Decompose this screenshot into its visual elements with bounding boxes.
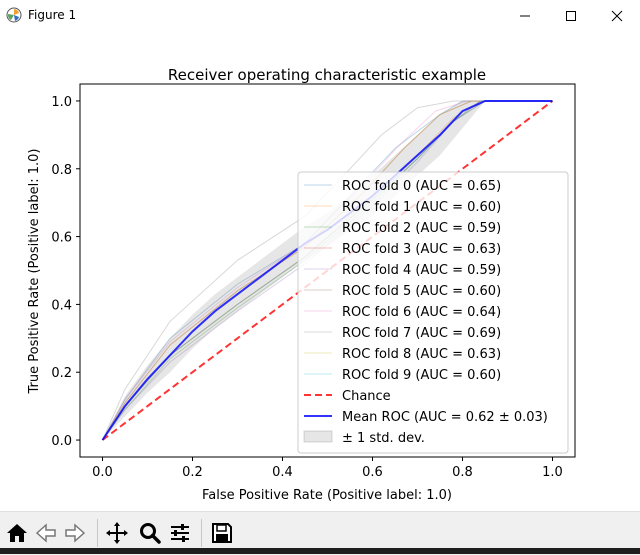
x-tick-label: 0.4 — [272, 465, 293, 480]
legend-entry-label: ROC fold 1 (AUC = 0.60) — [342, 200, 501, 215]
pan-button[interactable] — [103, 519, 131, 547]
legend-entry-label: ROC fold 9 (AUC = 0.60) — [342, 368, 501, 383]
toolbar-separator — [97, 519, 98, 547]
y-tick-label: 0.8 — [51, 163, 72, 178]
close-icon — [611, 10, 623, 21]
axes-frame — [79, 83, 576, 458]
legend-box — [297, 171, 569, 454]
y-tick-label: 0.0 — [51, 434, 72, 449]
toolbar-separator — [201, 519, 202, 547]
maximize-button[interactable] — [548, 0, 594, 31]
y-tick-label: 0.6 — [51, 231, 72, 246]
legend-entry-label: ROC fold 3 (AUC = 0.63) — [342, 242, 501, 257]
pan-icon — [106, 522, 128, 544]
configure-subplots-button[interactable] — [166, 519, 194, 547]
x-tick-label: 0.8 — [452, 465, 473, 480]
legend-entry-label: ROC fold 0 (AUC = 0.65) — [342, 179, 501, 194]
y-tick-label: 0.4 — [51, 298, 72, 313]
zoom-icon — [140, 523, 161, 544]
roc-chart: Receiver operating characteristic exampl… — [27, 66, 576, 503]
legend-entry-label: ROC fold 5 (AUC = 0.60) — [342, 284, 501, 299]
forward-button[interactable] — [61, 519, 89, 547]
y-tick-label: 1.0 — [51, 95, 72, 110]
y-axis-label: True Positive Rate (Positive label: 1.0) — [27, 149, 42, 395]
forward-icon — [65, 523, 86, 543]
legend-entry-label: Mean ROC (AUC = 0.62 ± 0.03) — [342, 410, 548, 425]
legend-entry-label: ± 1 std. dev. — [342, 431, 425, 446]
minimize-button[interactable] — [502, 0, 548, 31]
back-button[interactable] — [32, 519, 60, 547]
minimize-icon — [520, 15, 530, 16]
navigation-toolbar — [0, 511, 640, 555]
x-tick-label: 0.0 — [92, 465, 113, 480]
window-title: Figure 1 — [28, 8, 77, 22]
y-tick-label: 0.2 — [51, 366, 72, 381]
matplotlib-app-icon — [6, 7, 22, 23]
legend-entry-label: Chance — [342, 389, 391, 404]
legend-entry-label: ROC fold 4 (AUC = 0.59) — [342, 263, 501, 278]
zoom-button[interactable] — [136, 519, 164, 547]
x-tick-label: 0.6 — [362, 465, 383, 480]
x-axis-label: False Positive Rate (Positive label: 1.0… — [202, 488, 452, 503]
x-tick-label: 0.2 — [182, 465, 203, 480]
close-button[interactable] — [594, 0, 640, 31]
legend-entry-label: ROC fold 8 (AUC = 0.63) — [342, 347, 501, 362]
legend-entry-label: ROC fold 7 (AUC = 0.69) — [342, 326, 501, 341]
save-icon — [212, 523, 232, 543]
figure-canvas[interactable]: Receiver operating characteristic exampl… — [0, 31, 640, 511]
legend: ROC fold 0 (AUC = 0.65) ROC fold 1 (AUC =… — [297, 171, 569, 454]
save-button[interactable] — [208, 519, 236, 547]
legend-entry-label: ROC fold 2 (AUC = 0.59) — [342, 221, 501, 236]
configure-subplots-icon — [171, 524, 189, 542]
legend-entry-label: ROC fold 6 (AUC = 0.64) — [342, 305, 501, 320]
maximize-icon — [566, 10, 576, 21]
chart-title: Receiver operating characteristic exampl… — [168, 66, 486, 84]
back-icon — [35, 523, 56, 543]
x-tick-label: 1.0 — [542, 465, 563, 480]
window-titlebar: Figure 1 — [0, 0, 640, 31]
legend-swatch — [303, 430, 333, 443]
taskbar-edge — [0, 548, 640, 554]
home-icon — [7, 524, 27, 542]
home-button[interactable] — [3, 519, 31, 547]
